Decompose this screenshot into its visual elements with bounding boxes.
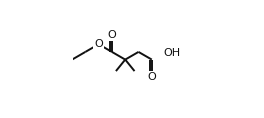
Text: O: O [147,72,156,82]
Text: O: O [94,39,103,49]
Text: O: O [107,30,116,40]
Text: OH: OH [163,48,180,58]
